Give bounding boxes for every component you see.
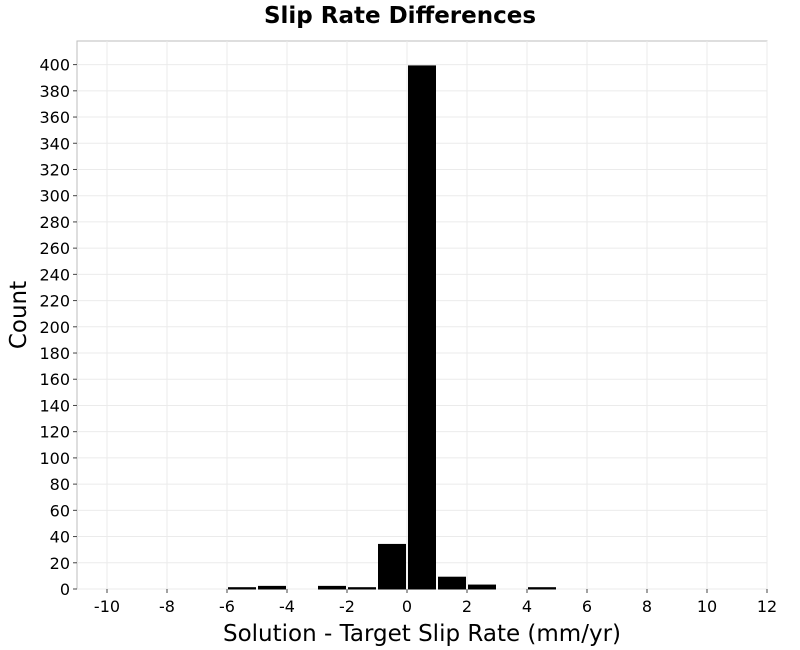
y-tick-label: 140 xyxy=(39,396,70,415)
x-tick-label: -8 xyxy=(159,597,175,616)
histogram-bar xyxy=(378,543,406,590)
y-axis-ticks: 0 20 40 60 80 100 120 140 160 180 200 220 240 260 280 3… xyxy=(39,56,77,599)
histogram-bar xyxy=(468,584,496,590)
histogram-bar xyxy=(438,576,466,590)
x-tick-label: 10 xyxy=(697,597,717,616)
x-tick-label: -10 xyxy=(94,597,120,616)
y-tick-label: 400 xyxy=(39,56,70,75)
y-tick-label: 20 xyxy=(50,554,70,573)
y-axis-label: Count xyxy=(6,281,32,349)
x-tick-label: 0 xyxy=(402,597,412,616)
y-tick-label: 60 xyxy=(50,501,70,520)
x-tick-label: -6 xyxy=(219,597,235,616)
y-tick-label: 220 xyxy=(39,292,70,311)
y-tick-label: 280 xyxy=(39,213,70,232)
y-tick-label: 320 xyxy=(39,160,70,179)
x-tick-label: -2 xyxy=(339,597,355,616)
y-tick-label: 200 xyxy=(39,318,70,337)
y-tick-label: 80 xyxy=(50,475,70,494)
y-tick-label: 300 xyxy=(39,187,70,206)
x-tick-label: -4 xyxy=(279,597,295,616)
y-tick-label: 180 xyxy=(39,344,70,363)
y-tick-label: 100 xyxy=(39,449,70,468)
bars xyxy=(228,65,556,590)
y-tick-label: 260 xyxy=(39,239,70,258)
histogram-bar xyxy=(258,585,286,590)
x-tick-label: 6 xyxy=(582,597,592,616)
x-axis-ticks: -10 -8 -6 -4 -2 0 2 4 6 8 10 12 xyxy=(94,589,777,616)
histogram-bar xyxy=(228,587,256,590)
y-tick-label: 340 xyxy=(39,134,70,153)
y-tick-label: 360 xyxy=(39,108,70,127)
x-axis-label: Solution - Target Slip Rate (mm/yr) xyxy=(223,621,621,647)
y-tick-label: 120 xyxy=(39,423,70,442)
x-tick-label: 8 xyxy=(642,597,652,616)
histogram-bar xyxy=(318,585,346,590)
chart-title: Slip Rate Differences xyxy=(264,3,536,29)
y-tick-label: 240 xyxy=(39,265,70,284)
x-tick-label: 4 xyxy=(522,597,532,616)
y-tick-label: 380 xyxy=(39,82,70,101)
y-tick-label: 160 xyxy=(39,370,70,389)
x-tick-label: 2 xyxy=(462,597,472,616)
x-tick-label: 12 xyxy=(757,597,777,616)
histogram-bar xyxy=(408,65,436,590)
histogram-bar xyxy=(348,587,376,590)
y-tick-label: 0 xyxy=(60,580,70,599)
histogram-bar xyxy=(528,587,556,590)
y-tick-label: 40 xyxy=(50,528,70,547)
